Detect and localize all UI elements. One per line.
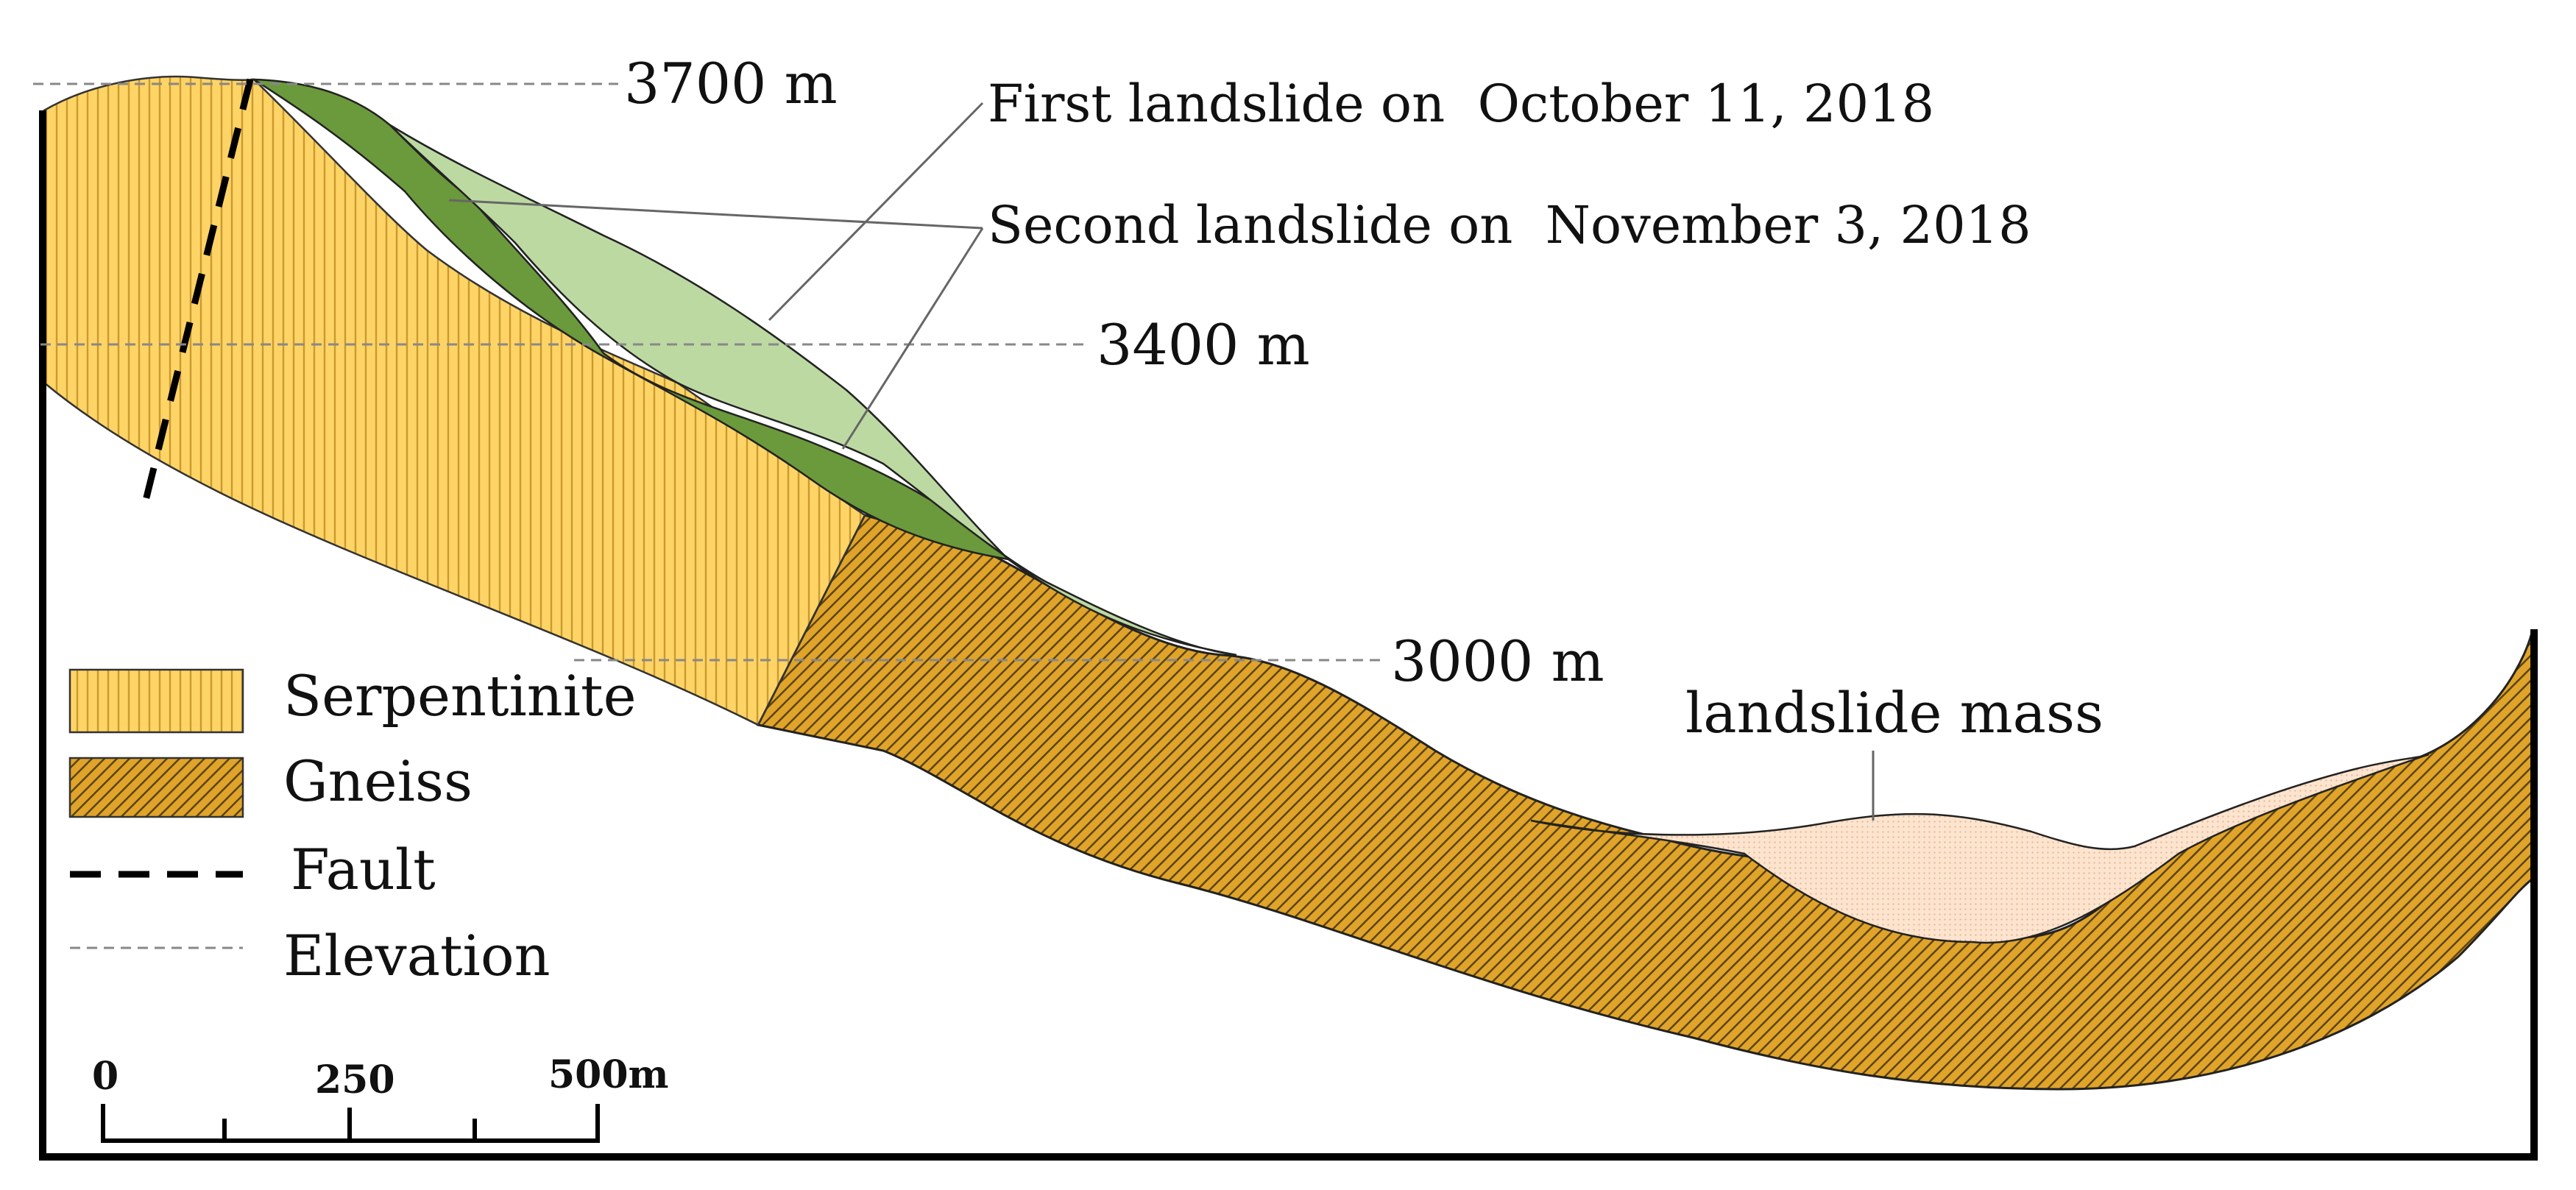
legend-gneiss-swatch [68,757,244,818]
legend-elevation-label: Elevation [283,923,551,988]
scale-bar-label-250: 250 [315,1058,395,1102]
gneiss-unit [756,514,2533,1091]
elevation-label-3400: 3400 m [1097,312,1310,378]
landslide-mass-deposit [1530,753,2430,944]
scale-bar-label-500: 500m [548,1052,669,1097]
first-landslide-label: First landslide on October 11, 2018 [988,74,1934,134]
legend-serpentinite-label: Serpentinite [283,663,637,729]
scale-bar-label-0: 0 [92,1054,118,1099]
legend: Serpentinite Gneiss Fault Elevation [68,663,637,988]
legend-gneiss-label: Gneiss [283,748,473,814]
legend-serpentinite-swatch [68,668,244,734]
leader-second-landslide-a [448,199,983,230]
leader-second-landslide-b [841,227,984,450]
scale-bar: 0 250 500m [92,1052,669,1143]
fault-line [142,78,254,502]
first-landslide-deposit [389,124,1237,656]
elevation-label-3700: 3700 m [624,51,838,116]
second-landslide-label: Second landslide on November 3, 2018 [988,195,2031,255]
landslide-mass-label: landslide mass [1685,680,2103,745]
leader-first-landslide [768,102,984,322]
legend-fault-label: Fault [291,837,436,902]
elevation-label-3000: 3000 m [1391,628,1604,694]
